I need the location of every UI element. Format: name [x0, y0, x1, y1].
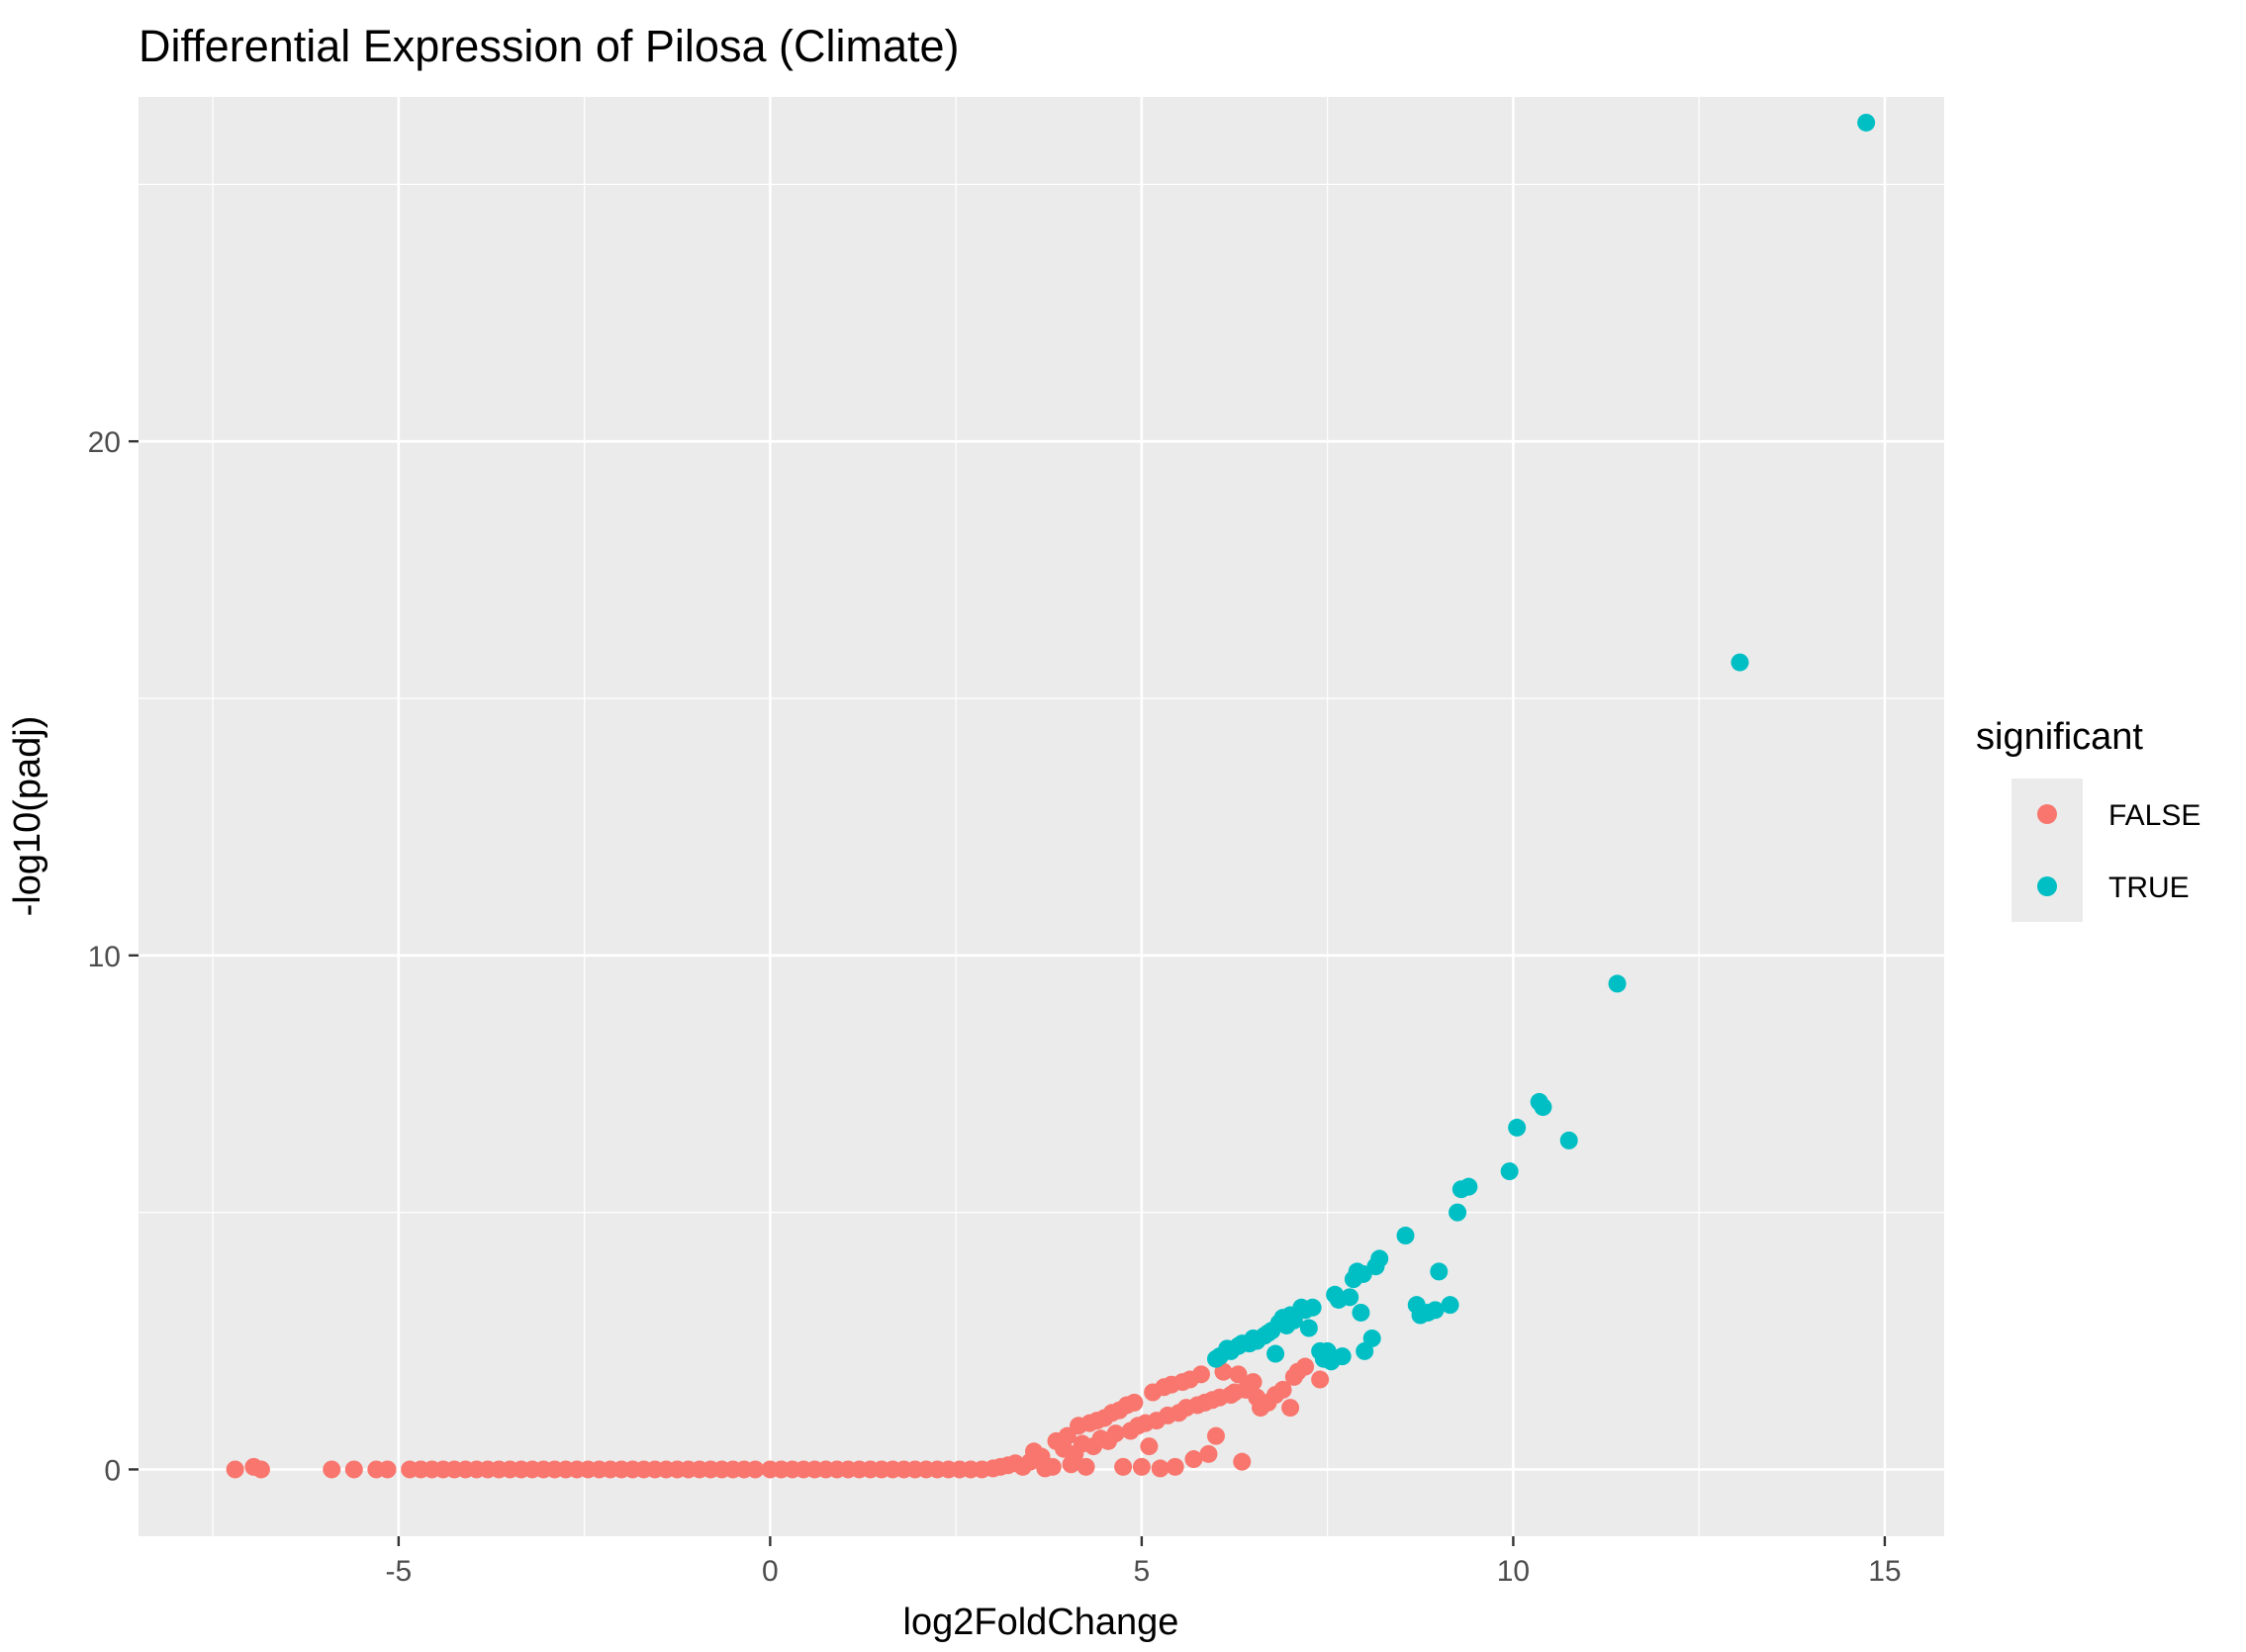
x-tick-label: 15 — [1868, 1555, 1901, 1588]
point-true — [1530, 1092, 1548, 1111]
point-false — [1311, 1370, 1330, 1389]
legend-key-background — [2012, 779, 2083, 922]
point-false — [1191, 1365, 1210, 1384]
point-false — [1199, 1444, 1218, 1463]
point-false — [1244, 1373, 1263, 1392]
legend-key-false — [2037, 804, 2057, 824]
plot-panel — [139, 97, 1944, 1536]
legend-label-false: FALSE — [2108, 799, 2200, 832]
point-true — [1352, 1303, 1370, 1322]
chart-title: Differential Expression of Pilosa (Clima… — [139, 21, 960, 71]
point-false — [226, 1460, 244, 1479]
x-tick-label: 0 — [762, 1555, 779, 1588]
x-axis: -5 0 5 10 15 — [386, 1536, 1902, 1588]
point-false — [1233, 1452, 1252, 1471]
point-true — [1407, 1296, 1426, 1315]
x-tick-label: 10 — [1497, 1555, 1530, 1588]
point-true — [1608, 974, 1627, 993]
point-true — [1362, 1329, 1381, 1347]
legend-title: significant — [1976, 716, 2143, 758]
point-false — [1214, 1362, 1233, 1381]
x-tick-label: 5 — [1134, 1555, 1151, 1588]
point-true — [1326, 1285, 1345, 1304]
y-tick-label: 20 — [88, 426, 121, 459]
point-true — [1206, 1349, 1225, 1368]
x-tick-label: -5 — [386, 1555, 413, 1588]
point-false — [746, 1460, 765, 1479]
point-false — [1151, 1459, 1170, 1478]
point-true — [1451, 1180, 1470, 1199]
y-axis-title: -log10(padj) — [7, 716, 48, 917]
data-points — [226, 113, 1876, 1479]
point-true — [1500, 1162, 1519, 1181]
point-true — [1857, 113, 1876, 132]
y-tick-label: 0 — [104, 1454, 121, 1487]
point-true — [1731, 653, 1749, 672]
point-false — [1273, 1380, 1292, 1399]
point-false — [1166, 1457, 1184, 1476]
legend-label-true: TRUE — [2108, 872, 2190, 904]
legend: significant FALSE TRUE — [1976, 716, 2200, 922]
point-true — [1508, 1118, 1527, 1137]
point-false — [323, 1460, 341, 1479]
point-true — [1559, 1131, 1578, 1149]
minor-gridlines — [139, 97, 1944, 1536]
point-false — [1229, 1365, 1248, 1384]
point-false — [1206, 1426, 1225, 1445]
point-false — [378, 1460, 397, 1479]
point-true — [1299, 1319, 1318, 1337]
legend-key-true — [2037, 876, 2057, 896]
point-false — [1184, 1450, 1203, 1469]
point-true — [1356, 1341, 1374, 1360]
point-false — [1140, 1437, 1159, 1456]
point-false — [1043, 1457, 1062, 1476]
point-false — [1296, 1357, 1315, 1376]
x-axis-title: log2FoldChange — [903, 1602, 1179, 1643]
point-false — [1106, 1424, 1125, 1443]
point-false — [251, 1460, 270, 1479]
y-axis: 0 10 20 — [88, 426, 139, 1487]
point-false — [1125, 1393, 1144, 1412]
y-tick-label: 10 — [88, 941, 121, 973]
point-false — [1114, 1457, 1133, 1476]
point-true — [1396, 1227, 1415, 1245]
point-true — [1311, 1341, 1330, 1360]
point-false — [1076, 1457, 1095, 1476]
point-true — [1266, 1344, 1285, 1363]
point-true — [1441, 1296, 1459, 1315]
point-false — [1132, 1457, 1151, 1476]
point-true — [1344, 1270, 1362, 1289]
point-false — [344, 1460, 363, 1479]
point-true — [1430, 1262, 1449, 1281]
point-true — [1449, 1203, 1467, 1222]
point-false — [1281, 1399, 1300, 1418]
